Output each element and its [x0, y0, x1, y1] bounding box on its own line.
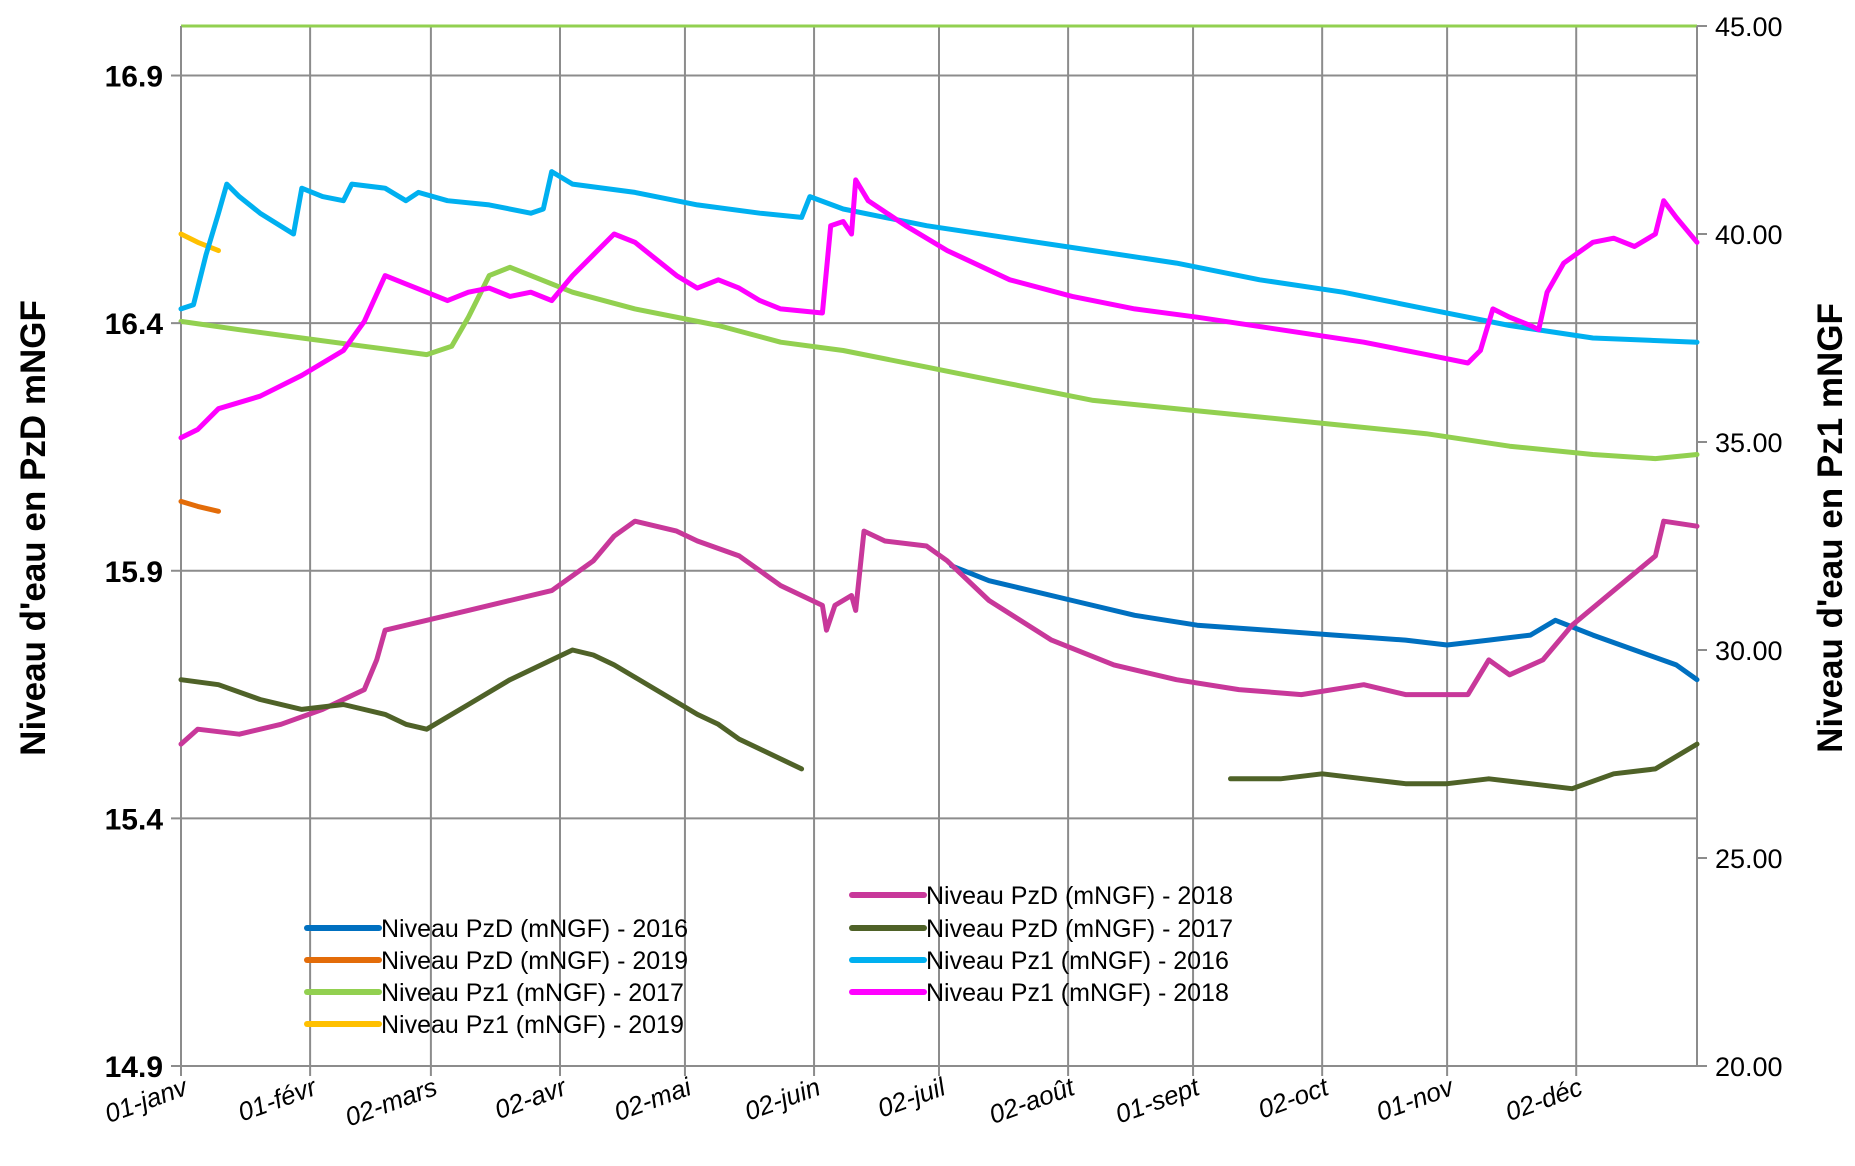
series-niveau-pzd-mngf-2017 — [178, 647, 1700, 792]
x-tick-label: 02-mars — [341, 1071, 441, 1132]
left-axis-title: Niveau d'eau en PzD mNGF — [14, 300, 53, 756]
legend: Niveau PzD (mNGF) - 2016 Niveau PzD (mNGF… — [304, 882, 1233, 1039]
left-tick-label: 16.9 — [105, 61, 163, 94]
legend-item: Niveau PzD (mNGF) - 2017 — [849, 915, 1233, 943]
legend-item: Niveau Pz1 (mNGF) - 2019 — [304, 1011, 684, 1039]
legend-item: Niveau PzD (mNGF) - 2016 — [304, 915, 688, 943]
right-tick-label: 20.00 — [1715, 1052, 1783, 1082]
series-line — [178, 169, 1700, 345]
x-tick-label: 02-déc — [1501, 1071, 1586, 1126]
right-tick-label: 35.00 — [1715, 428, 1783, 458]
series-line — [178, 647, 805, 772]
legend-label: Niveau Pz1 (mNGF) - 2018 — [926, 979, 1229, 1007]
x-tick-label: 01-nov — [1372, 1071, 1459, 1127]
series-line — [178, 264, 1700, 462]
left-axis-ticks: 14.9 15.4 15.9 16.4 16.9 — [105, 61, 181, 1084]
legend-item: Niveau Pz1 (mNGF) - 2017 — [304, 979, 684, 1007]
left-tick-label: 16.4 — [105, 308, 164, 341]
series-line — [178, 498, 221, 514]
right-axis-title: Niveau d'eau en Pz1 mNGF — [1811, 303, 1850, 753]
legend-item: Niveau PzD (mNGF) - 2018 — [849, 882, 1233, 910]
series-niveau-pzd-mngf-2019 — [178, 498, 221, 514]
x-axis-ticks: 01-janv 01-févr 02-mars 02-avr 02-mai 02-juin… — [101, 1066, 1586, 1132]
legend-label: Niveau PzD (mNGF) - 2016 — [381, 915, 688, 943]
legend-item: Niveau Pz1 (mNGF) - 2018 — [849, 979, 1229, 1007]
x-tick-label: 02-oct — [1254, 1071, 1334, 1125]
x-tick-label: 01-sept — [1111, 1071, 1204, 1129]
x-tick-label: 01-févr — [234, 1071, 322, 1127]
right-tick-label: 40.00 — [1715, 220, 1783, 250]
x-tick-label: 02-juin — [740, 1071, 824, 1126]
series-line — [1228, 741, 1700, 792]
right-tick-label: 45.00 — [1715, 12, 1783, 42]
left-tick-label: 14.9 — [105, 1051, 163, 1084]
legend-label: Niveau Pz1 (mNGF) - 2016 — [926, 947, 1229, 975]
left-tick-label: 15.9 — [105, 556, 163, 589]
x-tick-label: 02-mai — [610, 1071, 696, 1127]
legend-label: Niveau Pz1 (mNGF) - 2017 — [381, 979, 684, 1007]
x-tick-label: 02-juil — [874, 1071, 951, 1123]
gridlines — [180, 26, 1697, 1067]
series-layer — [178, 169, 1700, 792]
right-tick-label: 25.00 — [1715, 844, 1783, 874]
legend-label: Niveau PzD (mNGF) - 2018 — [926, 882, 1233, 910]
series-niveau-pz1-mngf-2017 — [178, 264, 1700, 462]
right-tick-label: 30.00 — [1715, 636, 1783, 666]
series-niveau-pz1-mngf-2016 — [178, 169, 1700, 345]
right-axis-ticks: 20.00 25.00 30.00 35.00 40.00 45.00 — [1697, 12, 1783, 1082]
series-niveau-pz1-mngf-2019 — [178, 231, 221, 254]
series-niveau-pzd-mngf-2016 — [949, 563, 1700, 683]
left-tick-label: 15.4 — [105, 803, 164, 836]
legend-label: Niveau PzD (mNGF) - 2017 — [926, 915, 1233, 943]
x-tick-label: 02-avr — [491, 1071, 572, 1125]
x-tick-label: 02-août — [985, 1071, 1080, 1130]
series-niveau-pz1-mngf-2018 — [178, 177, 1700, 441]
legend-label: Niveau Pz1 (mNGF) - 2019 — [381, 1011, 684, 1039]
series-line — [178, 231, 221, 254]
legend-item: Niveau Pz1 (mNGF) - 2016 — [849, 947, 1229, 975]
series-line — [949, 563, 1700, 683]
legend-label: Niveau PzD (mNGF) - 2019 — [381, 947, 688, 975]
legend-item: Niveau PzD (mNGF) - 2019 — [304, 947, 688, 975]
series-line — [178, 177, 1700, 441]
series-niveau-pzd-mngf-2018 — [178, 518, 1700, 747]
series-line — [178, 518, 1700, 747]
